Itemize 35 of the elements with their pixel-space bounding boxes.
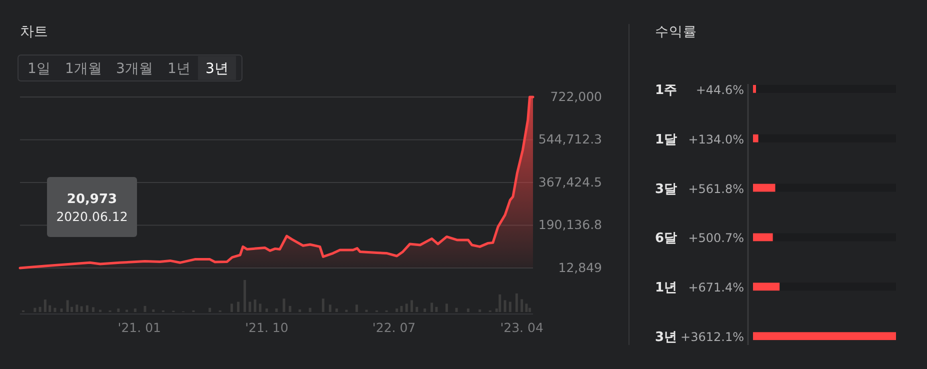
y-tick-label: 1주 — [655, 82, 678, 98]
text: 1개월 — [65, 61, 102, 77]
bar — [753, 184, 776, 192]
data-label: +3612.1% — [680, 330, 744, 344]
y-tick-label: 3달 — [655, 182, 678, 197]
y-tick-label: 12,849 — [558, 260, 602, 275]
x-tick-label: '23. 04 — [500, 320, 544, 335]
y-tick-label: 722,000 — [550, 89, 602, 104]
text: 3년 — [206, 61, 228, 77]
data-label: +500.7% — [688, 231, 744, 246]
data-label: +44.6% — [696, 82, 744, 97]
annotation: 20,973 — [66, 192, 118, 207]
chart-title: 차트 — [20, 24, 48, 40]
y-tick-label: 544,712.3 — [538, 132, 602, 147]
data-label: +671.4% — [688, 280, 744, 295]
text: 3개월 — [116, 61, 153, 77]
bar — [753, 84, 756, 93]
y-tick-label: 367,424.5 — [538, 174, 602, 190]
x-tick-label: '21. 01 — [118, 320, 161, 335]
x-tick-label: '21. 10 — [245, 320, 288, 335]
chart-title: 수익률 — [655, 24, 697, 40]
data-label: +561.8% — [688, 182, 744, 196]
x-tick-label: '22. 07 — [372, 320, 416, 335]
data-label: +134.0% — [688, 132, 744, 146]
annotation: 2020.06.12 — [56, 209, 128, 224]
y-tick-label: 3년 — [655, 330, 678, 346]
text: 1년 — [168, 61, 190, 77]
bar — [753, 233, 773, 242]
y-tick-label: 1년 — [655, 280, 678, 296]
text: 1일 — [28, 61, 50, 77]
y-tick-label: 6달 — [655, 231, 678, 246]
y-tick-label: 1달 — [655, 132, 678, 148]
y-tick-label: 190,136.8 — [538, 217, 602, 232]
bar — [753, 134, 758, 142]
bar — [753, 282, 780, 291]
